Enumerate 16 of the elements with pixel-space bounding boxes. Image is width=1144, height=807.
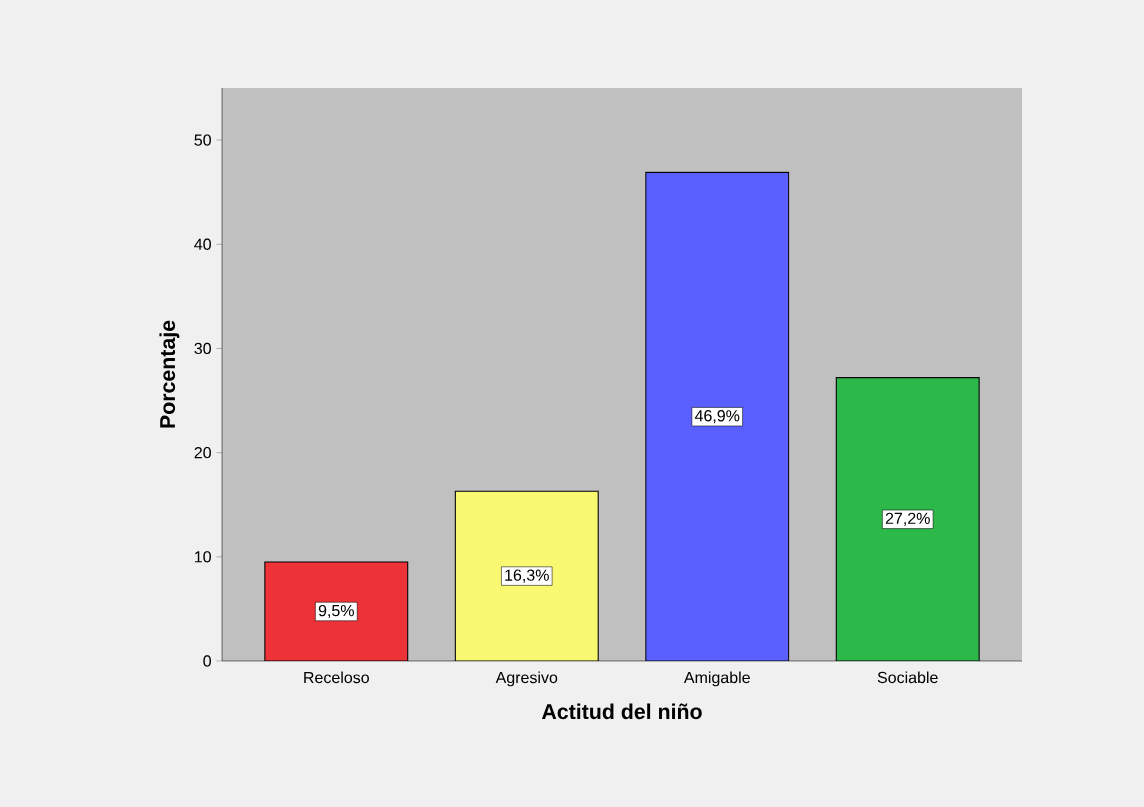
y-tick-label: 30	[194, 342, 211, 355]
data-label: 46,9%	[694, 410, 740, 424]
y-tick-label: 10	[195, 551, 211, 563]
x-tick-label: Receloso	[304, 671, 369, 684]
y-tick-label: 50	[194, 134, 211, 146]
data-label: 16,3%	[505, 569, 549, 583]
y-tick-label: 40	[194, 238, 211, 250]
x-tick-label: Amigable	[683, 671, 750, 687]
data-label: 27,2%	[885, 512, 930, 526]
y-tick-label: 0	[203, 655, 211, 667]
data-label: 9,5%	[318, 604, 354, 619]
x-axis-title: Actitud del niño	[541, 703, 702, 720]
y-tick-label: 20	[194, 446, 211, 459]
x-tick-label: Agresivo	[495, 671, 558, 687]
y-axis-title: Porcentaje	[159, 320, 180, 428]
x-tick-label: Sociable	[877, 671, 938, 684]
